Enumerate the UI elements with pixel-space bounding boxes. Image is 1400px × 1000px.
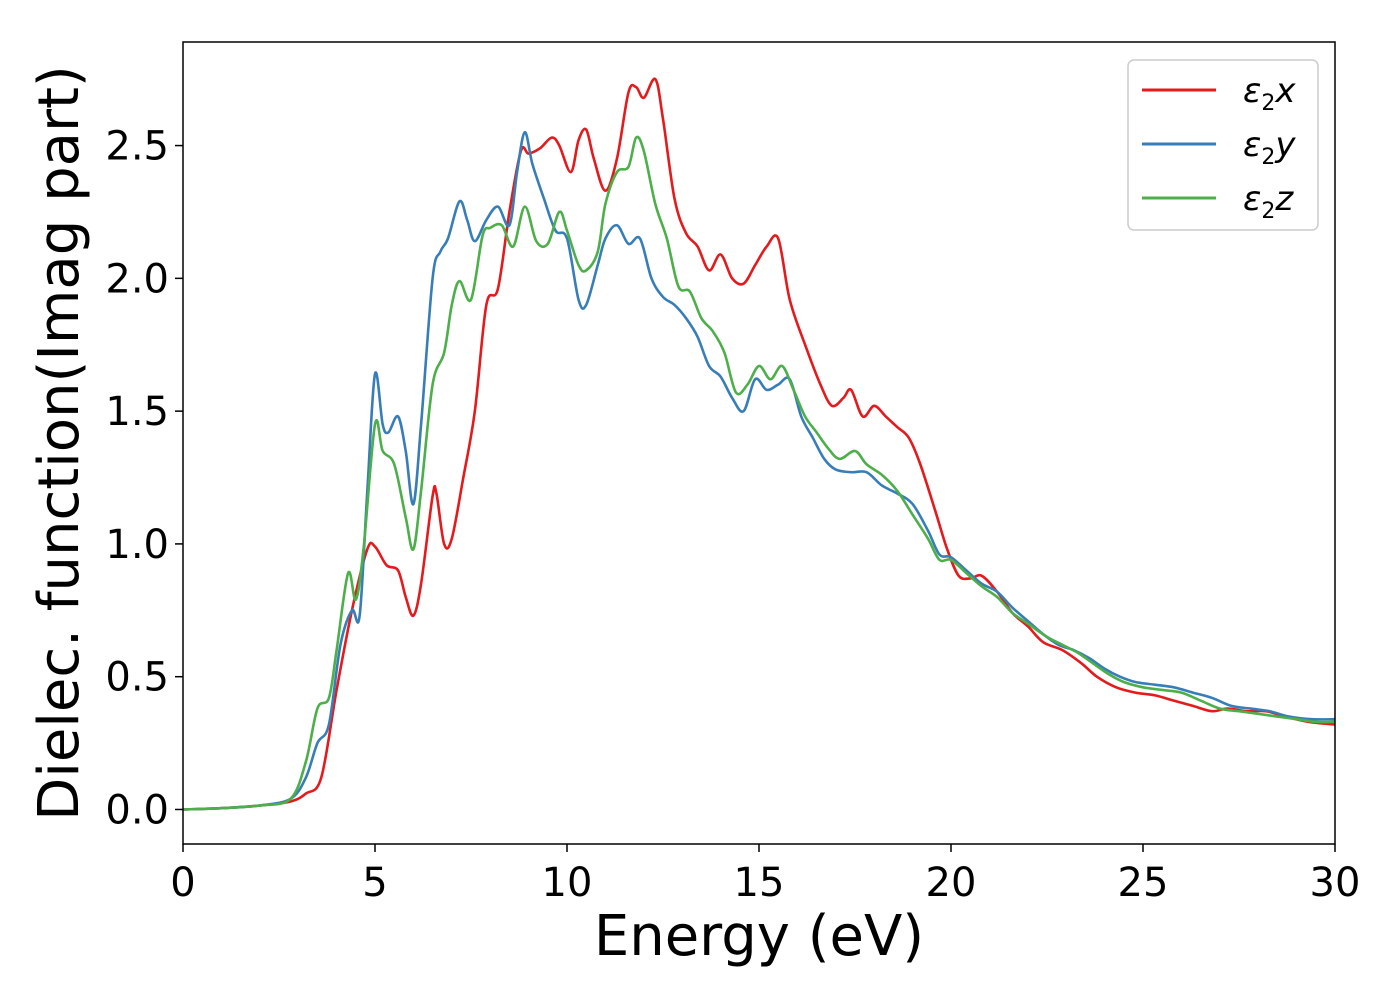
x-tick-label: 10 xyxy=(542,860,593,906)
series-group xyxy=(183,77,1335,811)
x-tick-label: 15 xyxy=(734,860,785,906)
y-axis-ticks: 0.0 0.5 1.0 1.5 2.0 2.5 xyxy=(105,124,183,833)
legend-label-x: ε2x xyxy=(1243,71,1296,116)
legend-label-z: ε2z xyxy=(1243,179,1294,224)
y-axis-label: Dielec. function(Imag part) xyxy=(27,65,92,821)
legend-box xyxy=(1127,59,1319,231)
x-tick-label: 5 xyxy=(362,860,387,906)
x-axis-ticks: 0 5 10 15 20 25 30 xyxy=(170,844,1360,906)
y-tick-label: 2.0 xyxy=(105,256,169,302)
series-line-z xyxy=(183,135,1335,811)
y-tick-label: 2.5 xyxy=(105,124,169,170)
series-line-x xyxy=(183,77,1335,811)
y-tick-label: 0.5 xyxy=(105,655,169,701)
y-tick-label: 1.0 xyxy=(105,522,169,568)
y-tick-label: 0.0 xyxy=(105,787,169,833)
x-tick-label: 0 xyxy=(170,860,195,906)
x-axis-label: Energy (eV) xyxy=(594,904,924,969)
x-tick-label: 25 xyxy=(1118,860,1169,906)
x-tick-label: 20 xyxy=(926,860,977,906)
legend-label-y: ε2y xyxy=(1243,125,1296,170)
legend: ε2x ε2y ε2z xyxy=(1127,59,1319,231)
x-tick-label: 30 xyxy=(1310,860,1361,906)
y-tick-label: 1.5 xyxy=(105,389,169,435)
